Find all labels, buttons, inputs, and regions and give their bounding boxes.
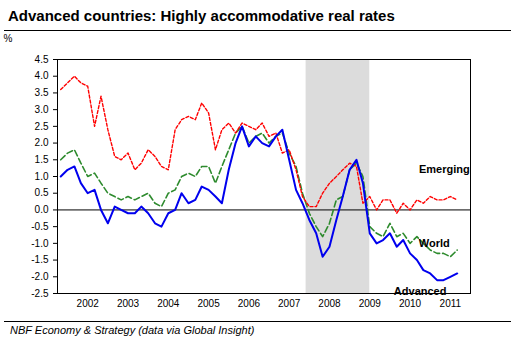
svg-text:2002: 2002 [77,298,100,309]
svg-text:World: World [419,237,450,249]
svg-text:2010: 2010 [399,298,422,309]
svg-text:3.5: 3.5 [35,87,49,98]
svg-text:Advanced: Advanced [394,285,447,297]
svg-text:-2.5: -2.5 [31,288,49,299]
svg-text:2009: 2009 [359,298,382,309]
svg-text:-0.5: -0.5 [31,221,49,232]
svg-text:2006: 2006 [238,298,261,309]
svg-text:-1.5: -1.5 [31,254,49,265]
svg-text:2004: 2004 [157,298,180,309]
svg-text:2003: 2003 [117,298,140,309]
svg-text:4.0: 4.0 [35,70,49,81]
svg-text:Emerging: Emerging [419,163,470,175]
svg-text:1.0: 1.0 [35,171,49,182]
svg-text:1.5: 1.5 [35,154,49,165]
svg-text:2008: 2008 [318,298,341,309]
svg-text:2.0: 2.0 [35,137,49,148]
html-text:Advanced countries: Highly acc: Advanced countries: Highly accommodative… [8,7,395,24]
svg-text:4.5: 4.5 [35,54,49,65]
svg-text:0.5: 0.5 [35,187,49,198]
html-text:NBF Economy & Strategy (data v: NBF Economy & Strategy (data via Global … [10,324,255,336]
svg-text:2011: 2011 [440,298,462,309]
svg-text:2005: 2005 [197,298,220,309]
svg-text:%: % [4,33,13,44]
svg-text:0.0: 0.0 [35,204,49,215]
svg-text:-1.0: -1.0 [31,238,49,249]
svg-text:2.5: 2.5 [35,121,49,132]
svg-text:-2.0: -2.0 [31,271,49,282]
svg-text:2007: 2007 [278,298,301,309]
svg-text:3.0: 3.0 [35,104,49,115]
